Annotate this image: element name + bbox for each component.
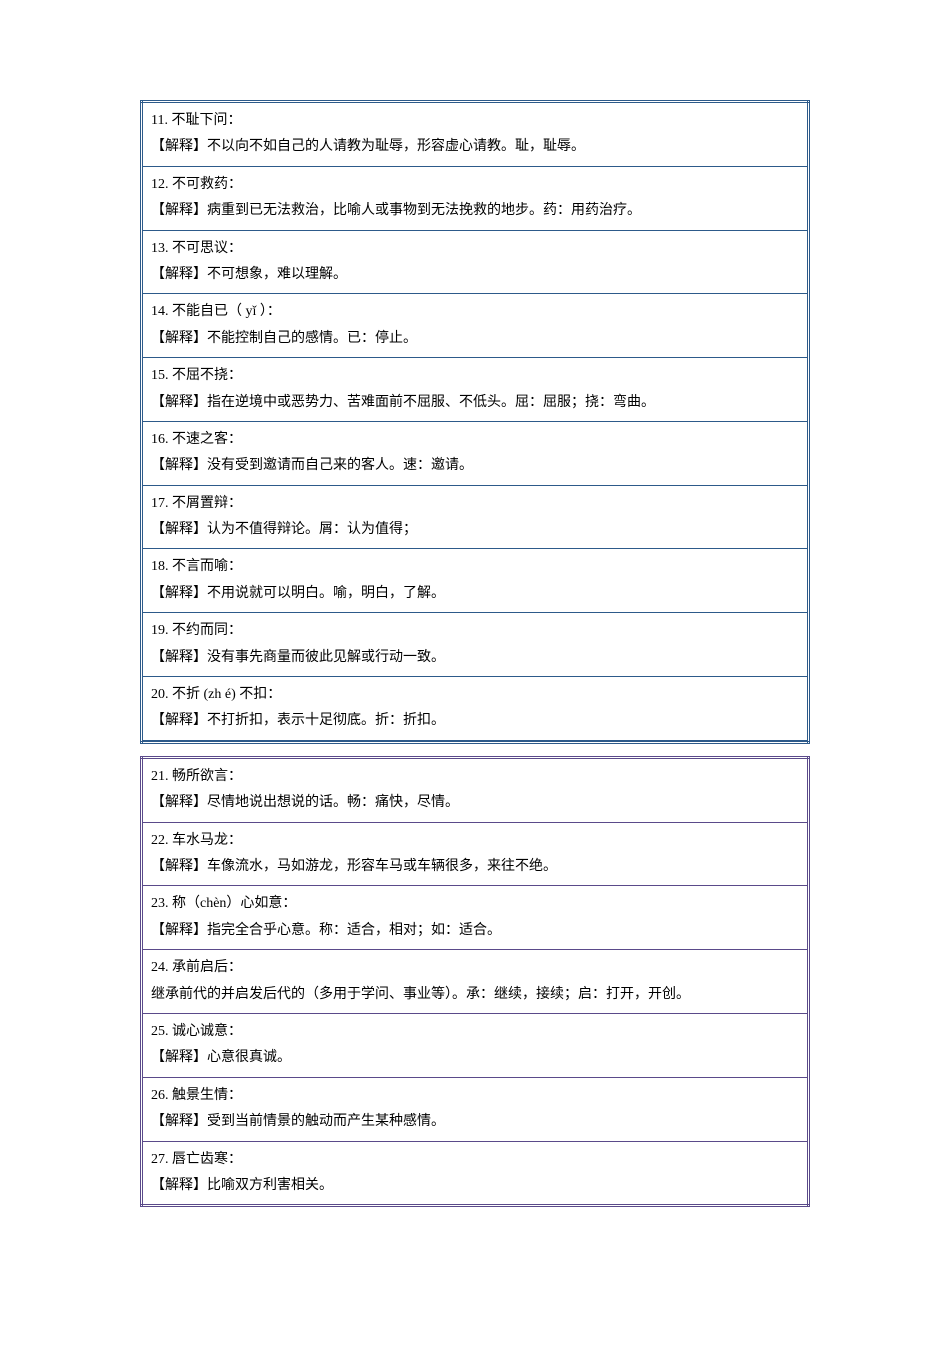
idiom-explanation: 【解释】不打折扣，表示十足彻底。折：折扣。 <box>151 710 799 732</box>
table-row: 17. 不屑置辩： 【解释】认为不值得辩论。屑：认为值得； <box>142 485 809 549</box>
table-row: 16. 不速之客： 【解释】没有受到邀请而自己来的客人。速：邀请。 <box>142 421 809 485</box>
idiom-title: 24. 承前启后： <box>151 957 799 979</box>
idiom-title: 15. 不屈不挠： <box>151 365 799 387</box>
idiom-title: 13. 不可思议： <box>151 238 799 260</box>
table-row: 13. 不可思议： 【解释】不可想象，难以理解。 <box>142 230 809 294</box>
idiom-title: 18. 不言而喻： <box>151 556 799 578</box>
idiom-cell: 25. 诚心诚意： 【解释】心意很真诚。 <box>142 1013 809 1077</box>
table-row: 24. 承前启后： 继承前代的并启发后代的（多用于学问、事业等）。承：继续，接续；… <box>142 950 809 1014</box>
idiom-cell: 23. 称（chèn）心如意： 【解释】指完全合乎心意。称：适合，相对；如：适合。 <box>142 886 809 950</box>
idiom-explanation: 【解释】不用说就可以明白。喻，明白，了解。 <box>151 583 799 605</box>
table-row: 19. 不约而同： 【解释】没有事先商量而彼此见解或行动一致。 <box>142 613 809 677</box>
table-row: 11. 不耻下问： 【解释】不以向不如自己的人请教为耻辱，形容虚心请教。耻，耻辱。 <box>142 102 809 167</box>
idiom-title: 14. 不能自已（ yǐ ）： <box>151 301 799 323</box>
table-row: 22. 车水马龙： 【解释】车像流水，马如游龙，形容车马或车辆很多，来往不绝。 <box>142 822 809 886</box>
idiom-explanation: 【解释】尽情地说出想说的话。畅：痛快，尽情。 <box>151 792 799 814</box>
idiom-cell: 18. 不言而喻： 【解释】不用说就可以明白。喻，明白，了解。 <box>142 549 809 613</box>
idiom-title: 12. 不可救药： <box>151 174 799 196</box>
idiom-cell: 12. 不可救药： 【解释】病重到已无法救治，比喻人或事物到无法挽救的地步。药：用… <box>142 166 809 230</box>
spacer-cell <box>142 740 809 742</box>
idiom-title: 21. 畅所欲言： <box>151 766 799 788</box>
idiom-title: 20. 不折 (zh é) 不扣： <box>151 684 799 706</box>
idiom-explanation: 【解释】不可想象，难以理解。 <box>151 264 799 286</box>
table-row: 12. 不可救药： 【解释】病重到已无法救治，比喻人或事物到无法挽救的地步。药：用… <box>142 166 809 230</box>
idiom-explanation: 【解释】车像流水，马如游龙，形容车马或车辆很多，来往不绝。 <box>151 856 799 878</box>
table-row: 14. 不能自已（ yǐ ）： 【解释】不能控制自己的感情。已：停止。 <box>142 294 809 358</box>
idiom-cell: 22. 车水马龙： 【解释】车像流水，马如游龙，形容车马或车辆很多，来往不绝。 <box>142 822 809 886</box>
idiom-title: 22. 车水马龙： <box>151 830 799 852</box>
idiom-cell: 15. 不屈不挠： 【解释】指在逆境中或恶势力、苦难面前不屈服、不低头。屈：屈服；… <box>142 358 809 422</box>
idiom-cell: 27. 唇亡齿寒： 【解释】比喻双方利害相关。 <box>142 1141 809 1206</box>
idiom-explanation: 继承前代的并启发后代的（多用于学问、事业等）。承：继续，接续；启：打开，开创。 <box>151 984 799 1006</box>
idiom-cell: 11. 不耻下问： 【解释】不以向不如自己的人请教为耻辱，形容虚心请教。耻，耻辱。 <box>142 102 809 167</box>
table-row: 27. 唇亡齿寒： 【解释】比喻双方利害相关。 <box>142 1141 809 1206</box>
idiom-title: 25. 诚心诚意： <box>151 1021 799 1043</box>
idiom-tables-container: 11. 不耻下问： 【解释】不以向不如自己的人请教为耻辱，形容虚心请教。耻，耻辱。… <box>140 100 810 1207</box>
table-row: 23. 称（chèn）心如意： 【解释】指完全合乎心意。称：适合，相对；如：适合。 <box>142 886 809 950</box>
idiom-title: 26. 触景生情： <box>151 1085 799 1107</box>
idiom-explanation: 【解释】比喻双方利害相关。 <box>151 1175 799 1197</box>
idiom-title: 23. 称（chèn）心如意： <box>151 893 799 915</box>
idiom-explanation: 【解释】心意很真诚。 <box>151 1047 799 1069</box>
idiom-cell: 21. 畅所欲言： 【解释】尽情地说出想说的话。畅：痛快，尽情。 <box>142 757 809 822</box>
idiom-explanation: 【解释】没有受到邀请而自己来的客人。速：邀请。 <box>151 455 799 477</box>
table-row: 18. 不言而喻： 【解释】不用说就可以明白。喻，明白，了解。 <box>142 549 809 613</box>
idiom-explanation: 【解释】指完全合乎心意。称：适合，相对；如：适合。 <box>151 920 799 942</box>
idiom-cell: 19. 不约而同： 【解释】没有事先商量而彼此见解或行动一致。 <box>142 613 809 677</box>
idiom-cell: 16. 不速之客： 【解释】没有受到邀请而自己来的客人。速：邀请。 <box>142 421 809 485</box>
idiom-cell: 13. 不可思议： 【解释】不可想象，难以理解。 <box>142 230 809 294</box>
idiom-explanation: 【解释】指在逆境中或恶势力、苦难面前不屈服、不低头。屈：屈服；挠：弯曲。 <box>151 392 799 414</box>
idiom-title: 17. 不屑置辩： <box>151 493 799 515</box>
idiom-explanation: 【解释】认为不值得辩论。屑：认为值得； <box>151 519 799 541</box>
idiom-explanation: 【解释】病重到已无法救治，比喻人或事物到无法挽救的地步。药：用药治疗。 <box>151 200 799 222</box>
idiom-explanation: 【解释】不能控制自己的感情。已：停止。 <box>151 328 799 350</box>
idiom-table: 21. 畅所欲言： 【解释】尽情地说出想说的话。畅：痛快，尽情。 22. 车水马龙：… <box>140 756 810 1207</box>
idiom-cell: 26. 触景生情： 【解释】受到当前情景的触动而产生某种感情。 <box>142 1077 809 1141</box>
idiom-cell: 24. 承前启后： 继承前代的并启发后代的（多用于学问、事业等）。承：继续，接续；… <box>142 950 809 1014</box>
idiom-cell: 17. 不屑置辩： 【解释】认为不值得辩论。屑：认为值得； <box>142 485 809 549</box>
idiom-explanation: 【解释】没有事先商量而彼此见解或行动一致。 <box>151 647 799 669</box>
idiom-cell: 14. 不能自已（ yǐ ）： 【解释】不能控制自己的感情。已：停止。 <box>142 294 809 358</box>
idiom-explanation: 【解释】不以向不如自己的人请教为耻辱，形容虚心请教。耻，耻辱。 <box>151 136 799 158</box>
idiom-title: 16. 不速之客： <box>151 429 799 451</box>
table-row: 21. 畅所欲言： 【解释】尽情地说出想说的话。畅：痛快，尽情。 <box>142 757 809 822</box>
idiom-title: 19. 不约而同： <box>151 620 799 642</box>
table-row: 26. 触景生情： 【解释】受到当前情景的触动而产生某种感情。 <box>142 1077 809 1141</box>
idiom-table: 11. 不耻下问： 【解释】不以向不如自己的人请教为耻辱，形容虚心请教。耻，耻辱。… <box>140 100 810 744</box>
table-row: 25. 诚心诚意： 【解释】心意很真诚。 <box>142 1013 809 1077</box>
idiom-cell: 20. 不折 (zh é) 不扣： 【解释】不打折扣，表示十足彻底。折：折扣。 <box>142 677 809 741</box>
spacer-row <box>142 740 809 742</box>
table-row: 15. 不屈不挠： 【解释】指在逆境中或恶势力、苦难面前不屈服、不低头。屈：屈服；… <box>142 358 809 422</box>
table-row: 20. 不折 (zh é) 不扣： 【解释】不打折扣，表示十足彻底。折：折扣。 <box>142 677 809 741</box>
idiom-title: 27. 唇亡齿寒： <box>151 1149 799 1171</box>
idiom-title: 11. 不耻下问： <box>151 110 799 132</box>
idiom-explanation: 【解释】受到当前情景的触动而产生某种感情。 <box>151 1111 799 1133</box>
